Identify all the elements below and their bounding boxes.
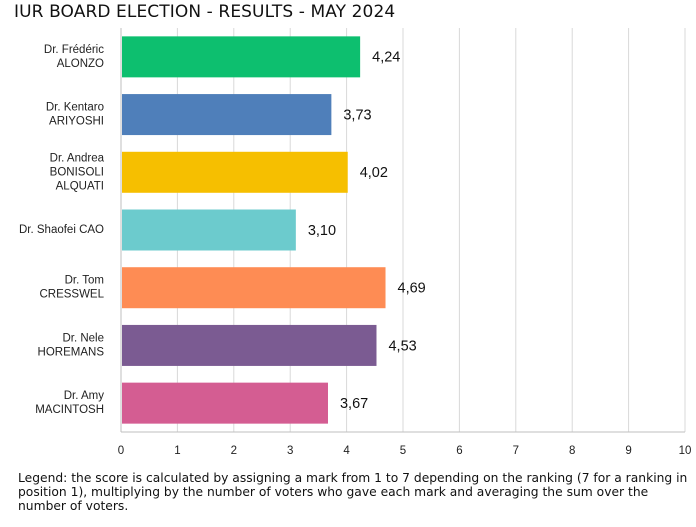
bar-1 — [122, 94, 332, 136]
bar-2 — [122, 151, 348, 193]
bar-5 — [122, 324, 377, 366]
bar-chart: 0 1 2 3 4 5 6 7 8 9 10 Dr. Frédéric ALONZO Dr. Kenta… — [19, 28, 692, 457]
bar-6 — [122, 382, 328, 424]
x-tick-label-5: 5 — [400, 445, 406, 457]
x-tick-label-10: 10 — [679, 445, 692, 457]
x-tick-label-2: 2 — [231, 445, 237, 457]
category-label-0: Dr. Frédéric ALONZO — [44, 44, 104, 70]
category-label-6: Dr. Amy MACINTOSH — [35, 390, 104, 416]
chart-title: IUR BOARD ELECTION - RESULTS - MAY 2024 — [14, 2, 396, 22]
value-label-0: 4,24 — [372, 50, 400, 66]
x-tick-label-1: 1 — [174, 445, 180, 457]
value-labels: 4,24 3,73 4,02 3,10 4,69 4,53 3,67 — [308, 50, 426, 412]
x-tick-label-6: 6 — [456, 445, 462, 457]
x-tick-label-7: 7 — [513, 445, 519, 457]
bar-4 — [122, 267, 386, 309]
value-label-6: 3,67 — [340, 396, 368, 412]
bar-0 — [122, 36, 361, 78]
value-label-5: 4,53 — [388, 338, 416, 354]
category-label-1: Dr. Kentaro ARIYOSHI — [46, 102, 104, 128]
x-tick-label-4: 4 — [343, 445, 350, 457]
bars — [122, 36, 386, 424]
category-label-2: Dr. Andrea BONISOLI ALQUATI — [50, 152, 105, 192]
x-tick-label-3: 3 — [287, 445, 293, 457]
bar-3 — [122, 209, 296, 251]
category-labels: Dr. Frédéric ALONZO Dr. Kentaro ARIYOSHI Dr.… — [19, 44, 105, 416]
x-tick-label-8: 8 — [569, 445, 575, 457]
category-label-3: Dr. Shaofei CAO — [19, 224, 104, 236]
value-label-4: 4,69 — [398, 281, 426, 297]
value-label-3: 3,10 — [308, 223, 336, 239]
x-tick-label-0: 0 — [118, 445, 124, 457]
legend-note: Legend: the score is calculated by assig… — [18, 471, 688, 513]
value-label-1: 3,73 — [343, 107, 371, 123]
x-tick-label-9: 9 — [625, 445, 631, 457]
x-axis: 0 1 2 3 4 5 6 7 8 9 10 — [118, 28, 692, 457]
category-label-4: Dr. Tom CRESSWEL — [39, 275, 104, 301]
category-label-5: Dr. Nele HOREMANS — [38, 332, 105, 358]
value-label-2: 4,02 — [360, 165, 388, 181]
